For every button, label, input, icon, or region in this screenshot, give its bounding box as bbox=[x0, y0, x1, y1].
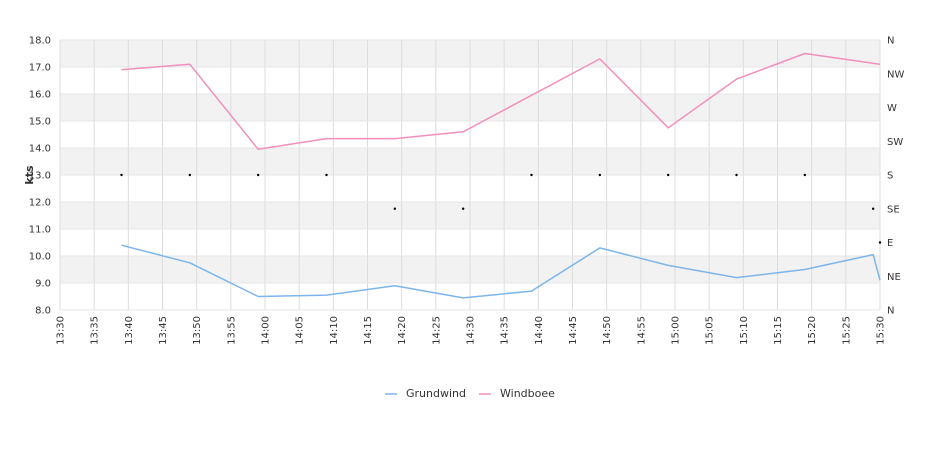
x-tick-label: 13:50 bbox=[192, 316, 203, 345]
y-axis-ticks: 8.0 9.0 10.0 11.0 12.0 13.0 14.0 15.0 16.0 17.0 18… bbox=[29, 36, 51, 317]
x-tick-label: 14:00 bbox=[261, 316, 272, 345]
y-tick-label: 13.0 bbox=[29, 171, 51, 182]
y-tick-label: 16.0 bbox=[29, 90, 51, 101]
direction-axis-label: SE bbox=[887, 204, 900, 215]
x-tick-label: 15:05 bbox=[705, 316, 716, 345]
legend: Grundwind Windboee bbox=[385, 387, 555, 400]
direction-marker bbox=[666, 173, 670, 177]
x-axis-ticks: 13:30 13:35 13:40 13:45 13:50 13:55 14:00 14:05… bbox=[56, 316, 887, 345]
y-tick-label: 15.0 bbox=[29, 117, 51, 128]
x-tick-label: 14:40 bbox=[534, 316, 545, 345]
direction-axis-label: N bbox=[887, 36, 894, 47]
direction-marker bbox=[735, 173, 738, 177]
x-tick-label: 13:30 bbox=[56, 316, 67, 345]
x-tick-label: 15:15 bbox=[773, 316, 784, 345]
legend-label[interactable]: Grundwind bbox=[406, 387, 466, 400]
direction-axis-label: NW bbox=[887, 69, 904, 80]
x-tick-label: 15:00 bbox=[671, 316, 682, 345]
x-tick-label: 13:35 bbox=[90, 316, 101, 345]
x-tick-label: 15:30 bbox=[876, 316, 887, 345]
direction-marker bbox=[325, 173, 328, 177]
x-tick-label: 14:50 bbox=[602, 316, 613, 345]
y-tick-label: 8.0 bbox=[35, 306, 51, 317]
y-tick-label: 14.0 bbox=[29, 144, 51, 155]
direction-marker bbox=[878, 241, 882, 244]
x-tick-label: 15:25 bbox=[841, 316, 852, 345]
series-line bbox=[121, 52, 881, 151]
direction-markers bbox=[120, 173, 882, 244]
y-tick-label: 9.0 bbox=[35, 279, 51, 290]
horizontal-gridlines bbox=[60, 39, 880, 311]
legend-label[interactable]: Windboee bbox=[500, 387, 555, 400]
x-tick-label: 14:20 bbox=[397, 316, 408, 345]
direction-marker bbox=[188, 173, 192, 177]
direction-marker bbox=[803, 173, 807, 177]
direction-marker bbox=[461, 207, 465, 210]
x-tick-label: 15:20 bbox=[807, 316, 818, 345]
series-line bbox=[121, 244, 881, 299]
direction-marker bbox=[871, 207, 875, 210]
y-tick-label: 11.0 bbox=[29, 225, 51, 236]
y-tick-label: 10.0 bbox=[29, 252, 51, 263]
x-tick-label: 14:10 bbox=[329, 316, 340, 345]
x-tick-label: 14:35 bbox=[500, 316, 511, 345]
y-tick-label: 17.0 bbox=[29, 63, 51, 74]
direction-axis-label: W bbox=[887, 103, 897, 114]
x-tick-label: 15:10 bbox=[739, 316, 750, 345]
x-tick-label: 14:55 bbox=[636, 316, 647, 345]
direction-marker bbox=[530, 173, 533, 177]
x-tick-label: 13:45 bbox=[158, 316, 169, 345]
x-tick-label: 14:15 bbox=[363, 316, 374, 345]
y-tick-label: 18.0 bbox=[29, 36, 51, 47]
direction-marker bbox=[120, 173, 123, 177]
direction-marker bbox=[393, 207, 397, 210]
x-tick-label: 14:45 bbox=[568, 316, 579, 345]
direction-axis-label: SW bbox=[887, 137, 903, 148]
x-tick-label: 14:05 bbox=[295, 316, 306, 345]
y-axis-title: kts bbox=[23, 165, 36, 185]
direction-axis-label: S bbox=[887, 171, 893, 182]
direction-axis-label: N bbox=[887, 306, 894, 317]
y-tick-label: 12.0 bbox=[29, 198, 51, 209]
x-tick-label: 13:40 bbox=[124, 316, 135, 345]
x-tick-label: 14:30 bbox=[466, 316, 477, 345]
direction-axis-label: NE bbox=[887, 272, 901, 283]
direction-marker bbox=[598, 173, 602, 177]
direction-axis-label: E bbox=[887, 238, 893, 249]
x-tick-label: 14:25 bbox=[431, 316, 442, 345]
x-tick-label: 13:55 bbox=[226, 316, 237, 345]
direction-marker bbox=[256, 173, 260, 177]
series-lines bbox=[121, 52, 881, 299]
right-axis-ticks: N NE E SE S SW W NW N bbox=[887, 36, 904, 317]
